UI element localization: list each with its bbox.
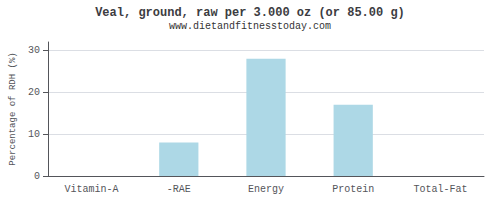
- svg-text:www.dietandfitnesstoday.com: www.dietandfitnesstoday.com: [169, 21, 331, 32]
- svg-text:0: 0: [34, 171, 40, 182]
- svg-text:Energy: Energy: [248, 184, 284, 195]
- svg-text:Percentage of RDH (%): Percentage of RDH (%): [8, 52, 18, 165]
- svg-text:Total-Fat: Total-Fat: [413, 184, 467, 195]
- svg-text:20: 20: [28, 87, 40, 98]
- svg-text:Veal, ground, raw per 3.000 oz: Veal, ground, raw per 3.000 oz (or 85.00…: [95, 6, 405, 20]
- svg-text:Protein: Protein: [332, 184, 374, 195]
- svg-text:10: 10: [28, 129, 40, 140]
- svg-text:Vitamin-A: Vitamin-A: [65, 184, 119, 195]
- svg-text:30: 30: [28, 45, 40, 56]
- svg-text:-RAE: -RAE: [167, 184, 191, 195]
